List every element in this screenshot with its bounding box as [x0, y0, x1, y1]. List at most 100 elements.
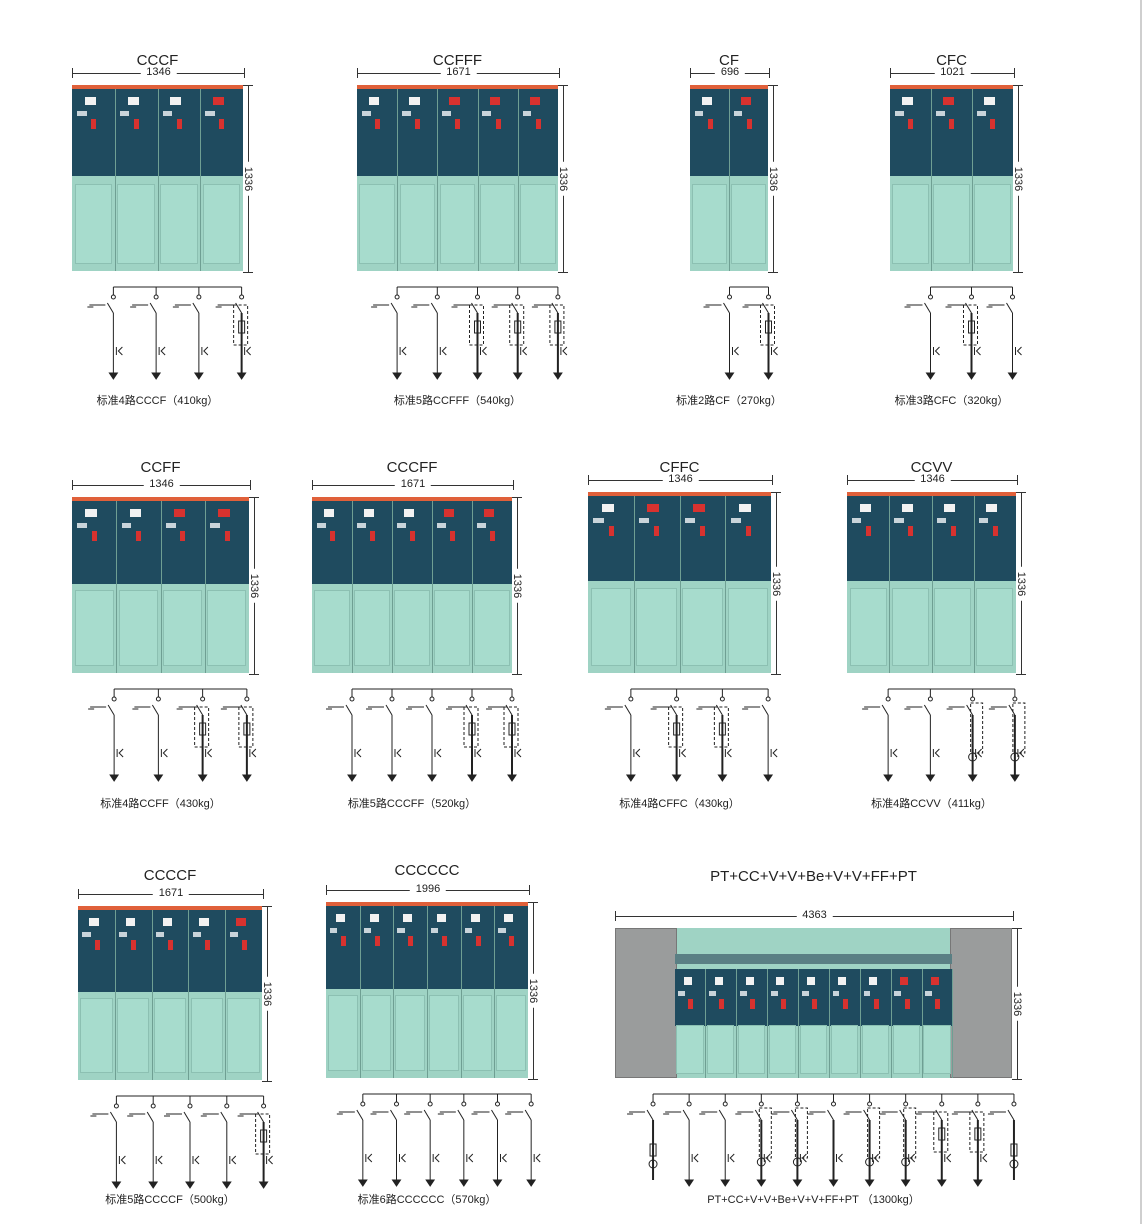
- operating-knob: [908, 526, 914, 536]
- operating-knob: [168, 940, 174, 950]
- indicator-box: [738, 504, 751, 512]
- cabinet-front-view: [78, 906, 262, 1080]
- cable-compartment-door: [974, 183, 1011, 264]
- cable-terminal-symbol: [441, 346, 447, 356]
- width-dimension: 1671: [357, 66, 560, 78]
- panel-V: [860, 968, 892, 1078]
- cable-terminal-symbol: [231, 1155, 237, 1165]
- nameplate: [162, 111, 173, 116]
- cable-terminal-symbol: [434, 1153, 440, 1163]
- cable-terminal-symbol: [401, 346, 407, 356]
- cable-compartment-door: [361, 995, 392, 1072]
- width-value: 1671: [440, 66, 477, 78]
- bushing-symbol: [461, 1101, 467, 1107]
- cable-outlet-arrow: [671, 774, 682, 782]
- operating-knob: [375, 119, 381, 129]
- panel-F: [518, 89, 558, 271]
- cable-compartment-door: [933, 183, 970, 264]
- cable-terminal-symbol: [400, 1153, 406, 1163]
- panel-C: [360, 906, 395, 1078]
- cable-terminal-symbol: [245, 346, 251, 356]
- bushing-symbol: [224, 1103, 230, 1109]
- bushing-symbol: [975, 1101, 981, 1107]
- nameplate: [498, 928, 506, 933]
- cable-compartment-door: [80, 998, 113, 1074]
- operating-knob: [781, 998, 787, 1009]
- height-value: 1336: [1012, 161, 1024, 197]
- switch-blade: [356, 1109, 364, 1121]
- switch-blade: [790, 1109, 798, 1121]
- cable-terminal-symbol: [765, 1153, 771, 1163]
- cable-compartment-door: [227, 998, 260, 1074]
- switch-blade: [881, 704, 889, 716]
- pt-cabinet-left: [615, 928, 677, 1078]
- fuse-interlock-dashed: [463, 706, 479, 748]
- cabinet-front-view: [312, 497, 512, 673]
- cable-outlet-arrow: [717, 774, 728, 782]
- bushing-symbol: [469, 696, 475, 702]
- panel-C: [393, 906, 428, 1078]
- unit-caption: 标准4路CCFF（430kg）: [100, 798, 221, 810]
- bushing-symbol: [110, 294, 116, 300]
- bushing-symbol: [650, 1101, 656, 1107]
- operating-knob: [224, 531, 230, 541]
- indicator-box: [701, 97, 712, 105]
- cable-outlet-arrow: [507, 774, 517, 782]
- nameplate: [694, 111, 704, 116]
- fuse-interlock-dashed: [509, 304, 525, 346]
- bushing-symbol: [261, 1103, 267, 1109]
- operating-knob: [950, 526, 956, 536]
- switch-blade: [106, 302, 114, 314]
- bushing-symbol: [429, 696, 435, 702]
- indicator-box: [745, 976, 754, 985]
- bushing-symbol: [885, 696, 891, 702]
- fuse-symbol: [514, 320, 522, 334]
- cable-compartment-door: [163, 590, 203, 667]
- panel-C: [158, 89, 202, 271]
- height-dimension: 1336: [1011, 928, 1023, 1080]
- width-dimension: 1346: [72, 66, 245, 78]
- operating-knob: [455, 119, 461, 129]
- width-value: 1671: [152, 887, 190, 899]
- fuse-interlock-dashed: [194, 706, 210, 748]
- unit-title: CF: [719, 52, 739, 69]
- operating-knob: [688, 998, 694, 1009]
- bushing-symbol: [389, 696, 395, 702]
- operating-knob: [415, 119, 421, 129]
- switch-blade: [425, 704, 433, 716]
- panel-F: [200, 89, 243, 271]
- cable-outlet-arrow: [936, 1179, 947, 1187]
- switch-blade: [1006, 302, 1013, 314]
- panel-C: [116, 501, 162, 673]
- height-value: 1336: [511, 568, 523, 604]
- fuse-symbol: [765, 320, 772, 334]
- nameplate: [229, 932, 238, 937]
- width-value: 4363: [796, 909, 833, 921]
- cable-compartment-door: [328, 995, 358, 1072]
- fuse-symbol: [508, 722, 516, 736]
- unit-title: CCCFF: [386, 459, 438, 476]
- cable-terminal-symbol: [934, 748, 940, 758]
- cable-compartment-door: [160, 183, 198, 264]
- fuse-interlock-dashed: [760, 304, 775, 346]
- unit-title: CCVV: [910, 459, 953, 476]
- indicator-box: [369, 914, 379, 922]
- nameplate: [832, 990, 840, 996]
- cable-compartment-door: [496, 995, 526, 1072]
- cable-terminal-symbol: [535, 1153, 541, 1163]
- switch-blade: [390, 302, 398, 314]
- cable-terminal-symbol: [481, 346, 487, 356]
- switch-blade: [430, 302, 438, 314]
- cable-compartment-door: [462, 995, 493, 1072]
- cable-terminal-symbol: [635, 748, 641, 758]
- fuse-symbol: [938, 1127, 946, 1141]
- cabinet-front-view: [326, 902, 528, 1078]
- indicator-box: [714, 976, 723, 985]
- busbar-top: [674, 953, 953, 964]
- cable-terminal-symbol: [468, 1153, 474, 1163]
- indicator-box: [601, 504, 614, 512]
- switch-blade: [146, 1111, 154, 1123]
- nameplate: [165, 523, 176, 528]
- pt-transformer-symbol: [1009, 1159, 1019, 1169]
- nameplate: [684, 518, 696, 523]
